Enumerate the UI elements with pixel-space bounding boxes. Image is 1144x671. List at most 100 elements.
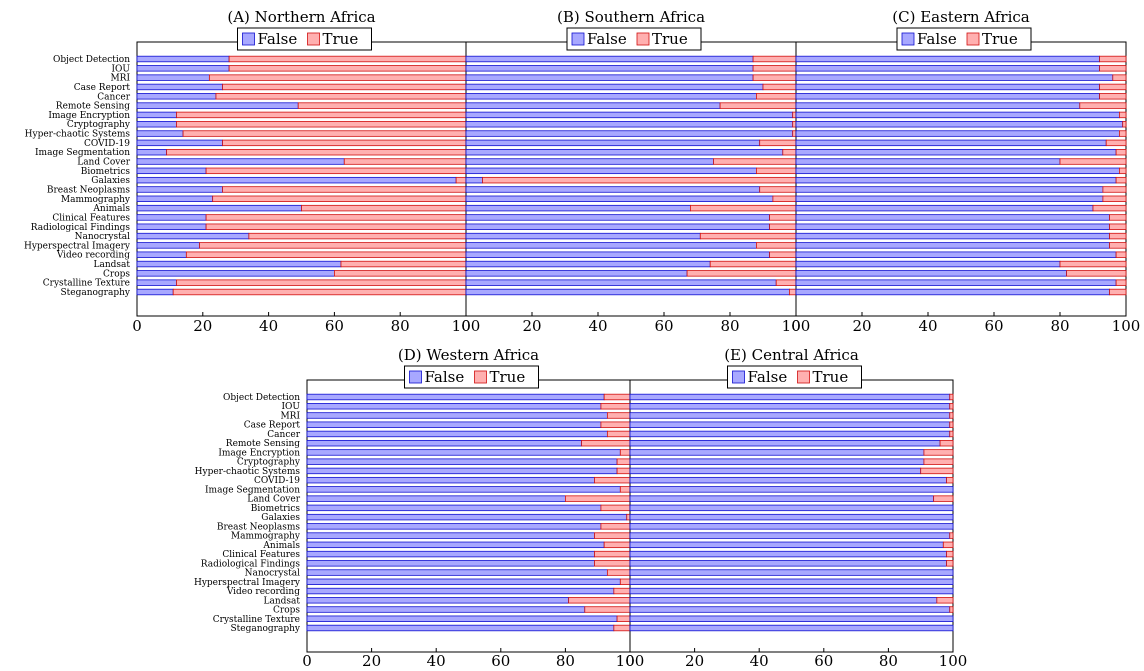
bar-false: [306, 476, 595, 484]
bar-false: [465, 139, 761, 147]
bar-false: [795, 65, 1101, 72]
bar-false: [136, 288, 174, 296]
bar-true: [228, 65, 467, 72]
bar-true: [775, 279, 797, 286]
bar-true: [1115, 176, 1127, 184]
bar-false: [795, 148, 1117, 156]
legend-label-false: False: [425, 368, 465, 386]
bar-false: [306, 495, 566, 502]
bar-false: [136, 223, 207, 230]
bar-true: [1102, 186, 1127, 193]
bar-false: [795, 195, 1104, 202]
bar-false: [136, 242, 200, 249]
bar-false: [465, 176, 483, 184]
category-label: Breast Neoplasms: [47, 185, 130, 195]
bar-true: [616, 458, 631, 465]
bar-true: [212, 195, 467, 202]
category-label: Hyper-chaotic Systems: [195, 467, 301, 477]
bar-false: [629, 560, 947, 567]
legend: [566, 27, 702, 51]
x-tick-label: 80: [556, 652, 575, 670]
bar-true: [619, 578, 631, 585]
x-tick-label: 0: [132, 317, 142, 335]
bar-false: [629, 403, 951, 410]
x-tick-label: 80: [720, 317, 739, 335]
category-label: Remote Sensing: [226, 439, 300, 449]
bar-true: [568, 597, 631, 604]
bar-false: [465, 148, 784, 156]
bar-true: [719, 102, 797, 109]
bar-true: [949, 430, 954, 438]
bar-false: [306, 578, 621, 585]
bar-false: [465, 279, 777, 286]
category-label: Object Detection: [53, 55, 130, 65]
bar-false: [136, 204, 302, 212]
bar-true: [340, 260, 467, 268]
legend-swatch-false: [571, 32, 585, 46]
bar-true: [936, 597, 954, 604]
bar-false: [629, 606, 951, 613]
x-tick-label: 80: [391, 317, 410, 335]
category-label: Nanocrystal: [245, 569, 300, 579]
bar-false: [306, 624, 615, 632]
category-label: Radiological Findings: [201, 559, 301, 569]
x-tick-label: 40: [259, 317, 278, 335]
bar-true: [603, 393, 631, 401]
x-tick-label: 0: [461, 317, 471, 335]
bar-false: [795, 279, 1117, 286]
chart-panel-2: (B) Southern Africa 0 20 40 60 80 100 False True: [461, 8, 810, 335]
bar-false: [795, 121, 1124, 128]
bar-true: [1092, 204, 1127, 212]
bar-false: [629, 550, 947, 558]
bar-false: [306, 393, 605, 401]
bar-false: [306, 504, 602, 512]
bar-false: [136, 260, 342, 268]
bar-false: [136, 111, 177, 119]
bar-false: [306, 615, 618, 622]
bar-true: [594, 532, 631, 539]
bar-false: [306, 587, 615, 595]
legend-label-true: True: [323, 30, 359, 48]
bar-false: [306, 412, 608, 419]
category-label: Biometrics: [251, 504, 301, 514]
bar-false: [136, 121, 177, 128]
bar-true: [1115, 251, 1127, 258]
bar-true: [1115, 279, 1127, 286]
bar-false: [629, 458, 925, 465]
bar-false: [306, 421, 602, 428]
category-label: Image Segmentation: [205, 485, 300, 495]
bar-true: [594, 550, 631, 558]
category-label: Mammography: [231, 532, 301, 542]
bar-false: [465, 195, 774, 202]
bar-true: [176, 279, 467, 286]
bar-true: [1066, 270, 1127, 277]
bar-false: [136, 130, 184, 137]
bar-true: [789, 288, 797, 296]
panel-title: (B) Southern Africa: [557, 8, 705, 26]
bar-true: [205, 223, 467, 230]
bar-false: [465, 288, 790, 296]
bar-true: [1115, 148, 1127, 156]
legend-swatch-true: [797, 370, 810, 384]
bar-true: [782, 148, 797, 156]
category-label: Hyperspectral Imagery: [194, 578, 301, 588]
bar-false: [136, 186, 223, 193]
bar-true: [343, 158, 467, 165]
bar-false: [629, 495, 935, 502]
bar-false: [795, 55, 1101, 63]
legend-label-false: False: [748, 368, 788, 386]
legend-swatch-true: [474, 370, 487, 384]
panel-title: (E) Central Africa: [724, 346, 859, 364]
bar-true: [759, 186, 797, 193]
bar-false: [136, 251, 187, 258]
category-label: Cryptography: [237, 458, 301, 468]
bar-false: [465, 260, 711, 268]
bar-false: [306, 467, 618, 475]
bar-false: [136, 214, 207, 221]
bar-true: [616, 615, 631, 622]
legend: [727, 365, 862, 389]
category-label: Steganography: [60, 288, 130, 298]
bar-false: [795, 176, 1117, 184]
bar-true: [301, 204, 467, 212]
